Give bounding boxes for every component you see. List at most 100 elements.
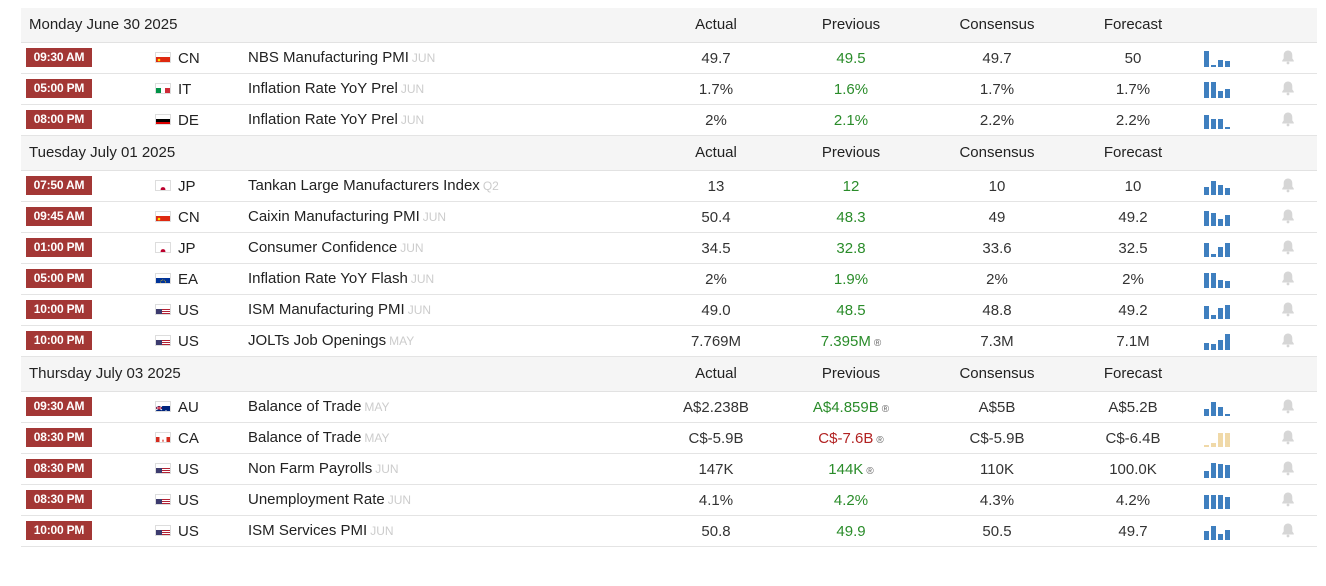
event-time-badge: 01:00 PM — [26, 238, 92, 257]
event-name-link[interactable]: ISM Manufacturing PMI JUN — [248, 301, 431, 318]
event-name[interactable]: Caixin Manufacturing PMI — [248, 208, 420, 225]
previous-value: 2.1% — [833, 112, 869, 129]
bell-icon[interactable] — [1281, 177, 1295, 193]
sparkline-chart[interactable] — [1204, 460, 1238, 478]
sparkline-chart[interactable] — [1204, 111, 1238, 129]
event-name-link[interactable]: ISM Services PMI JUN — [248, 522, 394, 539]
sparkline-chart[interactable] — [1204, 270, 1238, 288]
event-name-link[interactable]: Caixin Manufacturing PMI JUN — [248, 208, 446, 225]
event-name-link[interactable]: Inflation Rate YoY Prel JUN — [248, 111, 424, 128]
sparkline-chart[interactable] — [1204, 49, 1238, 67]
sparkline-chart[interactable] — [1204, 208, 1238, 226]
sparkline-chart[interactable] — [1204, 301, 1238, 319]
event-row[interactable]: 08:00 PM DE Inflation Rate YoY Prel JUN 2% 2.… — [21, 105, 1317, 136]
consensus-value: C$-5.9B — [969, 430, 1025, 447]
country-code: IT — [178, 81, 192, 98]
event-name[interactable]: Non Farm Payrolls — [248, 460, 373, 477]
event-name-link[interactable]: NBS Manufacturing PMI JUN — [248, 49, 435, 66]
sparkline-bar — [1211, 181, 1216, 195]
event-name-link[interactable]: Balance of Trade MAY — [248, 429, 390, 446]
reference-period: MAY — [389, 334, 415, 348]
event-row[interactable]: 07:50 AM JP Tankan Large Manufacturers Ind… — [21, 171, 1317, 202]
sparkline-chart[interactable] — [1204, 80, 1238, 98]
sparkline-chart[interactable] — [1204, 429, 1238, 447]
event-row[interactable]: 09:45 AM CN Caixin Manufacturing PMI JUN 50.… — [21, 202, 1317, 233]
reference-period: MAY — [364, 400, 390, 414]
previous-value-cell: 144K ® — [781, 461, 921, 478]
bell-icon[interactable] — [1281, 491, 1295, 507]
event-name-link[interactable]: Tankan Large Manufacturers Index Q2 — [248, 177, 499, 194]
event-name[interactable]: Tankan Large Manufacturers Index — [248, 177, 480, 194]
sparkline-bar — [1218, 433, 1223, 447]
event-name[interactable]: Inflation Rate YoY Prel — [248, 80, 398, 97]
sparkline-bar — [1204, 273, 1209, 288]
event-name[interactable]: ISM Manufacturing PMI — [248, 301, 405, 318]
previous-value-cell: C$-7.6B ® — [781, 430, 921, 447]
sparkline-bar — [1211, 273, 1216, 288]
australia-flag-icon — [155, 401, 171, 412]
bell-icon[interactable] — [1281, 522, 1295, 538]
bell-icon[interactable] — [1281, 239, 1295, 255]
event-name[interactable]: Balance of Trade — [248, 398, 362, 415]
event-name[interactable]: Inflation Rate YoY Prel — [248, 111, 398, 128]
event-row[interactable]: 05:00 PM IT Inflation Rate YoY Prel JUN 1.7%… — [21, 74, 1317, 105]
reference-period: Q2 — [482, 179, 499, 193]
event-name-link[interactable]: Balance of Trade MAY — [248, 398, 390, 415]
sparkline-chart[interactable] — [1204, 522, 1238, 540]
previous-value: 144K — [828, 461, 864, 478]
event-name-link[interactable]: Consumer Confidence JUN — [248, 239, 424, 256]
sparkline-bar — [1218, 219, 1223, 226]
event-row[interactable]: 08:30 PM CA Balance of Trade MAY C$-5.9B C$-7… — [21, 423, 1317, 454]
china-flag-icon — [155, 211, 171, 222]
event-row[interactable]: 05:00 PM EA Inflation Rate YoY Flash JUN 2% 1… — [21, 264, 1317, 295]
event-name-link[interactable]: Non Farm Payrolls JUN — [248, 460, 399, 477]
event-row[interactable]: 10:00 PM US ISM Services PMI JUN 50.8 49.9 50.… — [21, 516, 1317, 547]
bell-icon[interactable] — [1281, 429, 1295, 445]
bell-icon[interactable] — [1281, 270, 1295, 286]
event-name[interactable]: ISM Services PMI — [248, 522, 368, 539]
bell-icon[interactable] — [1281, 398, 1295, 414]
forecast-value: 2% — [1122, 271, 1144, 288]
revised-icon: ® — [866, 466, 874, 477]
sparkline-chart[interactable] — [1204, 398, 1238, 416]
event-row[interactable]: 01:00 PM JP Consumer Confidence JUN 34.5 32.8… — [21, 233, 1317, 264]
sparkline-chart[interactable] — [1204, 239, 1238, 257]
usa-flag-icon — [155, 494, 171, 505]
event-row[interactable]: 10:00 PM US JOLTs Job Openings MAY 7.769M 7.3… — [21, 326, 1317, 357]
previous-value-cell: 49.9 — [781, 523, 921, 540]
event-name[interactable]: JOLTs Job Openings — [248, 332, 387, 349]
event-name[interactable]: Balance of Trade — [248, 429, 362, 446]
sparkline-bar — [1225, 530, 1230, 540]
reference-period: JUN — [375, 462, 399, 476]
bell-icon[interactable] — [1281, 111, 1295, 127]
event-name[interactable]: Unemployment Rate — [248, 491, 385, 508]
actual-value: 1.7% — [698, 81, 734, 98]
economic-calendar: Monday June 30 2025 Actual Previous Consens… — [21, 8, 1317, 547]
event-name[interactable]: Inflation Rate YoY Flash — [248, 270, 408, 287]
sparkline-bar — [1211, 65, 1216, 67]
sparkline-chart[interactable] — [1204, 332, 1238, 350]
event-row[interactable]: 09:30 AM AU Balance of Trade MAY A$2.238B A$4… — [21, 392, 1317, 423]
sparkline-bar — [1211, 495, 1216, 509]
event-row[interactable]: 08:30 PM US Unemployment Rate JUN 4.1% 4.2% 4.… — [21, 485, 1317, 516]
event-row[interactable]: 09:30 AM CN NBS Manufacturing PMI JUN 49.7 49… — [21, 43, 1317, 74]
bell-icon[interactable] — [1281, 301, 1295, 317]
sparkline-chart[interactable] — [1204, 177, 1238, 195]
actual-value: 4.1% — [698, 492, 734, 509]
event-name-link[interactable]: Inflation Rate YoY Prel JUN — [248, 80, 424, 97]
reference-period: JUN — [400, 113, 425, 127]
event-row[interactable]: 08:30 PM US Non Farm Payrolls JUN 147K 144K ® 1… — [21, 454, 1317, 485]
event-name-link[interactable]: JOLTs Job Openings MAY — [248, 332, 414, 349]
event-name-link[interactable]: Unemployment Rate JUN — [248, 491, 411, 508]
bell-icon[interactable] — [1281, 80, 1295, 96]
bell-icon[interactable] — [1281, 49, 1295, 65]
event-name[interactable]: NBS Manufacturing PMI — [248, 49, 409, 66]
sparkline-bar — [1204, 531, 1209, 540]
event-name-link[interactable]: Inflation Rate YoY Flash JUN — [248, 270, 434, 287]
bell-icon[interactable] — [1281, 208, 1295, 224]
event-row[interactable]: 10:00 PM US ISM Manufacturing PMI JUN 49.0 48… — [21, 295, 1317, 326]
event-name[interactable]: Consumer Confidence — [248, 239, 398, 256]
sparkline-chart[interactable] — [1204, 491, 1238, 509]
bell-icon[interactable] — [1281, 460, 1295, 476]
bell-icon[interactable] — [1281, 332, 1295, 348]
